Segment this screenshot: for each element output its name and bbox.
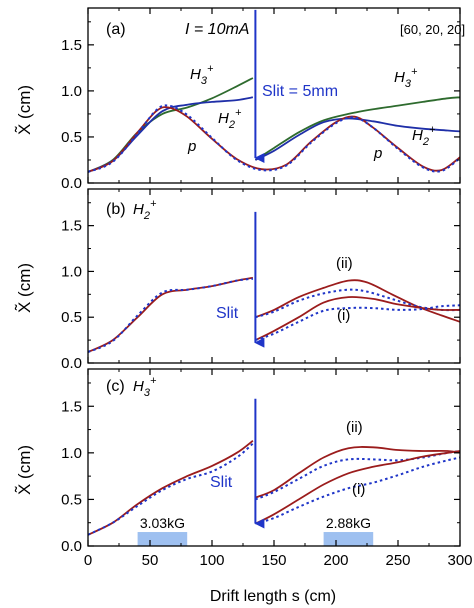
panel-label: (b) [106, 201, 126, 218]
annot-lower: (i) [337, 307, 350, 324]
y-axis-label: X̃ (cm) [14, 85, 34, 135]
annot-species: H2+ [133, 198, 157, 222]
series-line [87, 106, 461, 173]
annot-h2-right: H2+ [412, 124, 436, 148]
series-line [255, 304, 461, 342]
series-line [255, 450, 461, 501]
y-tick-label: 1.5 [61, 37, 82, 54]
annot-slit: Slit = 5mm [262, 83, 338, 100]
panel-a: 0.0 0.5 1.0 1.5 (a) I = 10mA [60, 20, 20] H… [14, 7, 465, 192]
panel-b: 0.0 0.5 1.0 1.5 (b) H2+ Slit (ii) (i) X̃ (c… [14, 188, 461, 372]
series-line [87, 439, 254, 536]
series-line [255, 450, 461, 525]
y-axis-label: X̃ (cm) [14, 263, 34, 313]
panel-c: 3.03kG 2.88kG 0.0 0.5 1.0 1.5 0 50 100 150 200 250… [14, 368, 473, 569]
annot-p-left: p [187, 138, 196, 155]
annot-h3-right: H3+ [394, 66, 418, 90]
bracket-label: [60, 20, 20] [400, 22, 465, 37]
series-line [87, 104, 461, 173]
x-tick-label: 250 [385, 552, 410, 569]
y-tick-label: 1.0 [61, 263, 82, 280]
annot-slit: Slit [210, 474, 233, 491]
annot-upper: (ii) [336, 255, 353, 272]
series-line [255, 456, 461, 525]
x-tick-label: 50 [142, 552, 159, 569]
x-tick-label: 0 [84, 552, 92, 569]
x-tick-label: 100 [199, 552, 224, 569]
y-tick-label: 0.0 [61, 538, 82, 555]
annot-species: H3+ [133, 375, 157, 399]
y-tick-label: 0.5 [61, 309, 82, 326]
annot-slit: Slit [216, 305, 239, 322]
magnet-block [137, 532, 188, 546]
annot-h2-left: H2+ [218, 107, 242, 131]
y-tick-label: 0.0 [61, 355, 82, 372]
series-line [87, 276, 254, 353]
y-axis-label: X̃ (cm) [14, 445, 34, 495]
x-tick-label: 150 [261, 552, 286, 569]
series-line [255, 288, 461, 319]
x-axis-label: Drift length s (cm) [210, 588, 336, 605]
series-line [254, 96, 461, 161]
annot-p-right: p [373, 145, 382, 162]
y-tick-label: 1.0 [61, 83, 82, 100]
series-line [87, 442, 254, 536]
y-tick-label: 1.0 [61, 445, 82, 462]
annot-upper: (ii) [346, 419, 363, 436]
annot-lower: (i) [352, 481, 365, 498]
x-tick-label: 200 [323, 552, 348, 569]
magnet-label: 3.03kG [140, 515, 185, 531]
current-label: I = 10mA [185, 21, 249, 38]
x-tick-label: 300 [447, 552, 472, 569]
y-tick-label: 0.0 [61, 175, 82, 192]
series-line [255, 296, 461, 341]
y-tick-label: 0.5 [61, 129, 82, 146]
y-tick-label: 0.5 [61, 491, 82, 508]
magnet-block [323, 532, 374, 546]
magnet-label: 2.88kG [326, 515, 371, 531]
panel-label: (a) [106, 21, 126, 38]
y-tick-label: 1.5 [61, 398, 82, 415]
annot-h3-left: H3+ [190, 63, 214, 87]
y-tick-label: 1.5 [61, 218, 82, 235]
series-line [255, 446, 461, 499]
series-line [255, 279, 461, 323]
panel-label: (c) [106, 378, 125, 395]
